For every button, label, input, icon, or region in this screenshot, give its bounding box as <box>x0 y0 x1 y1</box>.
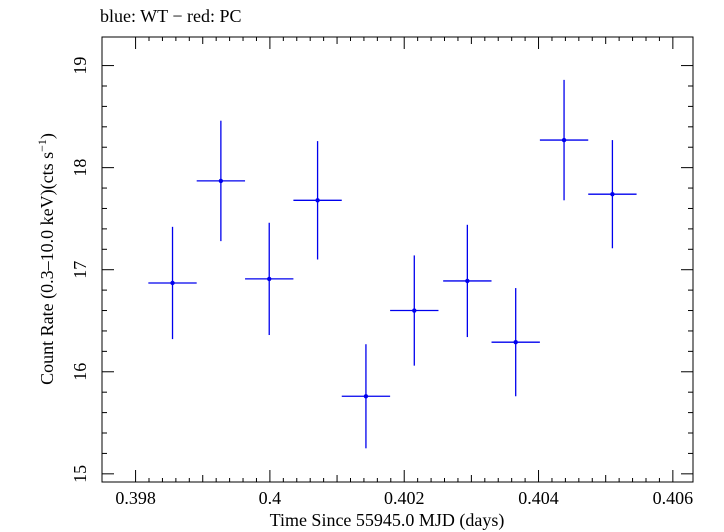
y-tick-label: 16 <box>70 363 90 381</box>
y-axis-label-close: ) <box>37 133 58 139</box>
x-tick-label: 0.398 <box>115 488 156 508</box>
data-marker <box>610 191 615 197</box>
y-tick-label: 19 <box>70 57 90 75</box>
x-tick-label: 0.402 <box>384 488 425 508</box>
y-tick-label: 18 <box>70 159 90 177</box>
data-marker <box>363 394 369 399</box>
y-axis-ticks <box>102 65 693 475</box>
data-marker <box>315 198 320 203</box>
y-axis-label-main: Count Rate (0.3–10.0 keV)(cts s <box>37 152 58 385</box>
data-point <box>390 255 439 366</box>
data-marker <box>513 339 518 345</box>
y-axis-label: Count Rate (0.3–10.0 keV)(cts s−1) <box>35 133 58 385</box>
data-point <box>196 120 246 242</box>
x-axis-label: Time Since 55945.0 MJD (days) <box>270 510 505 531</box>
data-marker <box>267 276 272 282</box>
data-marker <box>561 137 567 143</box>
x-axis-ticks <box>135 37 674 482</box>
data-marker <box>465 278 470 284</box>
y-axis-tick-labels: 15 16 17 18 19 <box>70 57 90 483</box>
data-point <box>539 79 589 201</box>
x-tick-label: 0.404 <box>518 488 559 508</box>
y-tick-label: 17 <box>70 261 90 279</box>
data-marker <box>218 178 224 184</box>
y-axis-label-superscript: −1 <box>35 139 49 152</box>
data-marker <box>412 308 417 313</box>
data-point <box>148 226 197 340</box>
plot-frame <box>101 36 694 483</box>
x-tick-label: 0.406 <box>653 488 694 508</box>
chart-title: blue: WT − red: PC <box>100 6 241 26</box>
data-point <box>491 288 540 397</box>
data-point <box>341 344 391 449</box>
data-point <box>293 141 342 260</box>
data-point <box>588 140 637 249</box>
data-marker <box>170 280 175 286</box>
x-tick-label: 0.4 <box>259 488 282 508</box>
y-tick-label: 15 <box>70 465 90 483</box>
data-points <box>148 79 637 449</box>
data-point <box>245 222 294 336</box>
x-axis-tick-labels: 0.398 0.4 0.402 0.404 0.406 <box>115 488 693 508</box>
data-point <box>443 224 492 338</box>
